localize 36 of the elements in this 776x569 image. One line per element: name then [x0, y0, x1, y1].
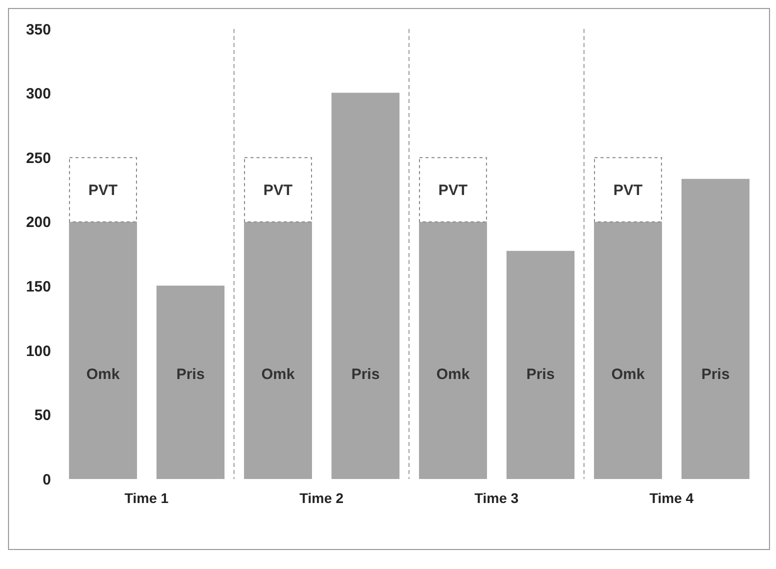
- bar: [332, 92, 400, 479]
- text: Omk: [261, 366, 295, 383]
- text: PVT: [88, 182, 118, 200]
- y-tick-label: 350: [26, 21, 51, 38]
- bar: [156, 286, 224, 479]
- bar: [244, 157, 312, 222]
- text: PVT: [438, 182, 468, 200]
- series-label: PVT: [263, 182, 293, 200]
- y-tick-label: 100: [26, 342, 51, 360]
- y-tick-label: 150: [26, 278, 51, 296]
- bar: [244, 221, 312, 479]
- y-tick-label: 250: [26, 150, 51, 167]
- text: PVT: [613, 182, 643, 200]
- bar: [506, 250, 574, 479]
- y-tick-label: 50: [34, 407, 51, 424]
- bar: [69, 157, 137, 222]
- y-tick-label: 0: [42, 471, 51, 488]
- bar: [682, 178, 750, 479]
- bar: [594, 221, 662, 479]
- text: Pris: [351, 366, 380, 383]
- bar: [69, 221, 137, 479]
- x-tick-label: Time 4: [649, 490, 694, 506]
- series-label: Pris: [176, 366, 205, 383]
- text: Pris: [526, 366, 555, 383]
- y-tick-label: 200: [26, 214, 51, 232]
- y-tick-label: 300: [26, 86, 51, 103]
- bar: [594, 157, 662, 222]
- text: Pris: [701, 366, 730, 383]
- series-label: Omk: [86, 366, 120, 383]
- text: Omk: [436, 366, 470, 383]
- x-tick-label: Time 1: [124, 490, 169, 506]
- x-tick-label: Time 2: [299, 490, 344, 506]
- bar: [419, 221, 487, 479]
- bar: [419, 157, 487, 222]
- text: Omk: [611, 366, 645, 383]
- x-tick-label: Time 3: [474, 490, 519, 506]
